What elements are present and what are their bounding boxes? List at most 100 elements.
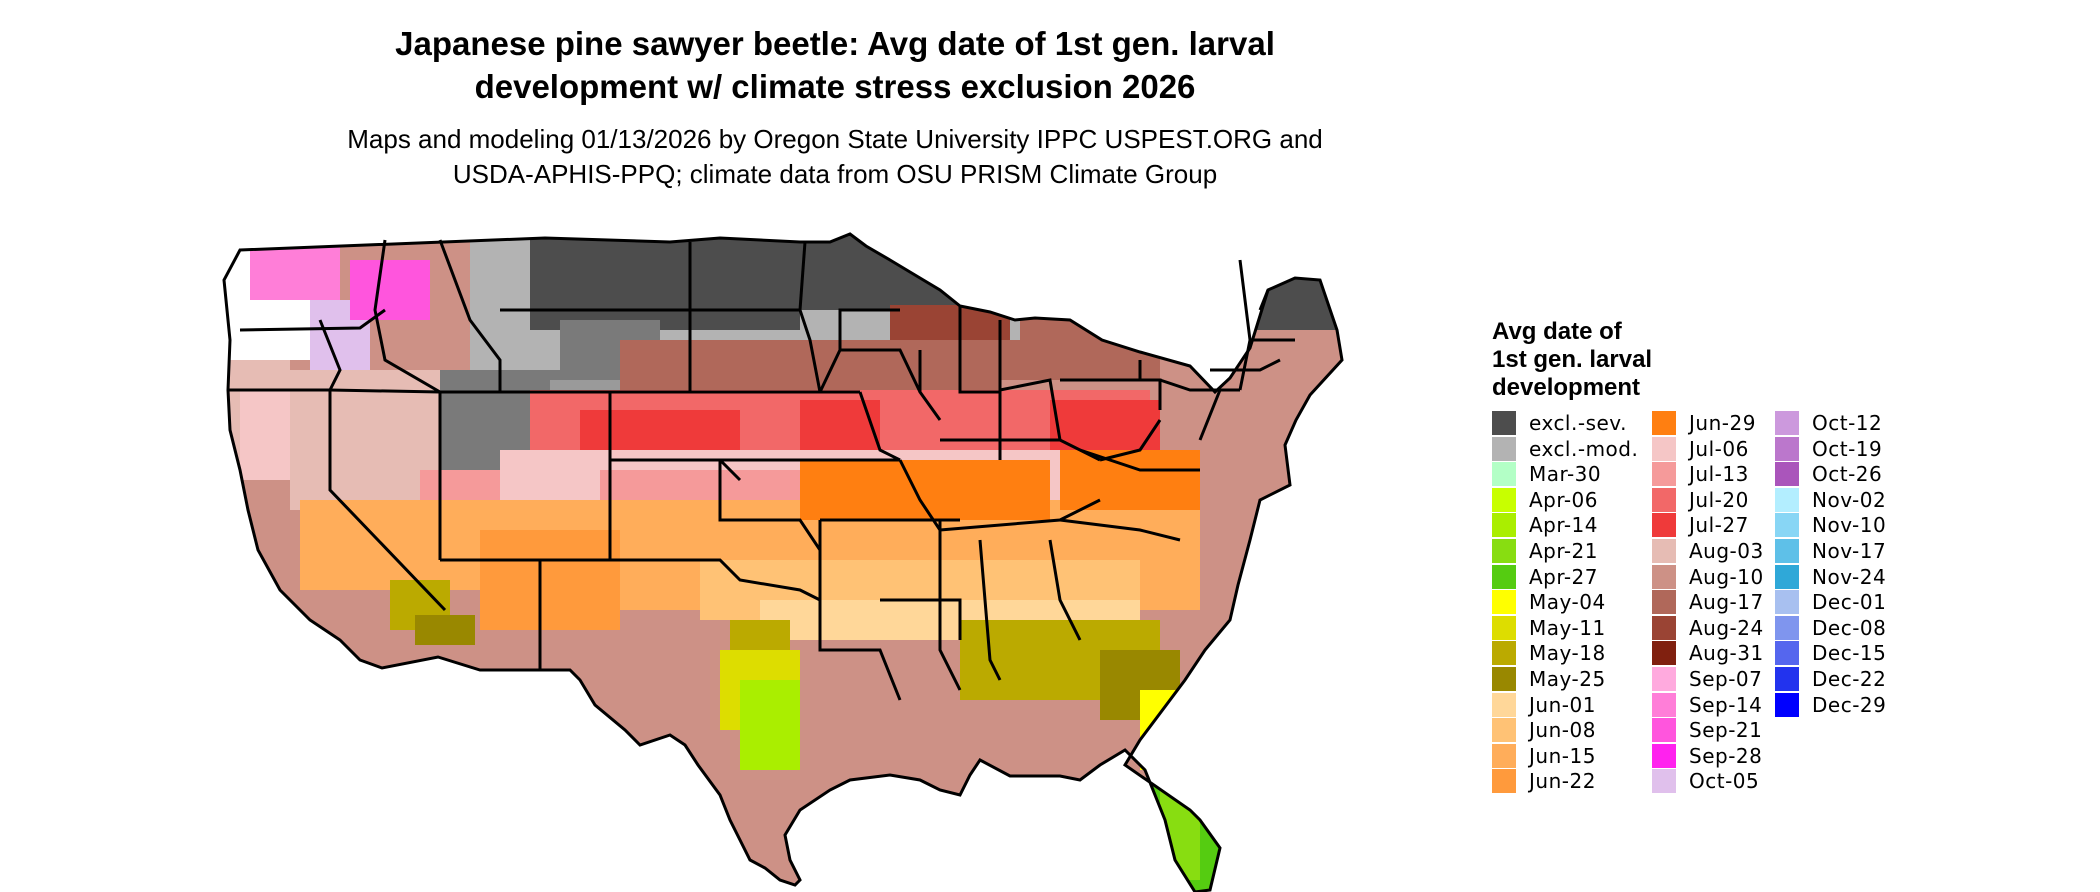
legend-swatch (1775, 487, 1799, 512)
legend-label: Jul-06 (1689, 436, 1749, 461)
legend-item: Aug-31 (1652, 640, 1792, 666)
legend-item: Sep-21 (1652, 717, 1792, 743)
legend-swatch (1775, 641, 1799, 666)
legend-label: excl.-mod. (1529, 436, 1639, 461)
legend-swatch (1775, 538, 1799, 563)
legend-item: Nov-17 (1775, 538, 1915, 564)
legend-label: Apr-27 (1529, 564, 1598, 589)
legend-swatch (1492, 615, 1516, 640)
legend-item: Jul-13 (1652, 461, 1792, 487)
legend-item: Jun-08 (1492, 717, 1632, 743)
legend-label: Jun-01 (1529, 692, 1596, 717)
map-subtitle-line-2: USDA-APHIS-PPQ; climate data from OSU PR… (452, 159, 1218, 189)
legend-label: Sep-14 (1689, 692, 1763, 717)
legend-item: Aug-10 (1652, 564, 1792, 590)
legend-swatch (1652, 769, 1676, 794)
legend-swatch (1492, 666, 1516, 691)
legend-item: Nov-10 (1775, 512, 1915, 538)
legend-item: Oct-26 (1775, 461, 1915, 487)
legend-swatch (1775, 513, 1799, 538)
legend-swatch (1492, 743, 1516, 768)
legend-label: excl.-sev. (1529, 411, 1627, 435)
legend-label: Oct-12 (1812, 411, 1883, 435)
map-subtitle-line-1: Maps and modeling 01/13/2026 by Oregon S… (347, 124, 1323, 154)
legend-swatch (1775, 564, 1799, 589)
legend-swatch (1652, 590, 1676, 615)
legend-item: Nov-02 (1775, 487, 1915, 513)
legend-item: Jul-06 (1652, 436, 1792, 462)
legend-swatch (1652, 436, 1676, 461)
legend-label: Jun-22 (1529, 769, 1596, 794)
legend-swatch (1775, 436, 1799, 461)
legend-item: Jun-29 (1652, 410, 1792, 436)
map-title-line-2: development w/ climate stress exclusion … (474, 68, 1196, 105)
legend-item: Jun-22 (1492, 768, 1632, 794)
legend-item: Oct-12 (1775, 410, 1915, 436)
legend-column: excl.-sev. excl.-mod. Mar-30 Apr-06 Apr-14 Ap… (1492, 410, 1638, 794)
legend-swatch (1492, 513, 1516, 538)
legend-swatch (1652, 411, 1676, 435)
legend-label: Oct-19 (1812, 436, 1883, 461)
us-map (200, 220, 1480, 892)
legend-swatch (1775, 411, 1799, 435)
legend-swatch (1492, 487, 1516, 512)
legend-label: May-11 (1529, 615, 1606, 640)
legend-item: Sep-07 (1652, 666, 1792, 692)
legend-item: Dec-22 (1775, 666, 1915, 692)
legend-item: Apr-21 (1492, 538, 1632, 564)
legend-item: May-25 (1492, 666, 1632, 692)
legend-label: Dec-29 (1812, 692, 1887, 717)
legend-swatch (1492, 411, 1516, 435)
legend-label: Jun-29 (1689, 411, 1756, 435)
legend-label: Aug-03 (1689, 538, 1764, 563)
legend-swatch (1652, 692, 1676, 717)
legend-column: Jun-29 Jul-06 Jul-13 Jul-20 Jul-27 Aug-03 Aug-… (1652, 410, 1792, 794)
legend-label: Oct-26 (1812, 462, 1883, 487)
legend-label: Nov-17 (1812, 538, 1887, 563)
legend-label: Apr-14 (1529, 513, 1598, 538)
legend-item: Dec-08 (1775, 615, 1915, 641)
legend-label: May-04 (1529, 590, 1606, 615)
legend-label: Mar-30 (1529, 462, 1602, 487)
legend-swatch (1652, 513, 1676, 538)
legend-label: Aug-10 (1689, 564, 1764, 589)
legend-label: Oct-05 (1689, 769, 1760, 794)
legend-label: Nov-24 (1812, 564, 1887, 589)
legend-swatch (1775, 615, 1799, 640)
legend-item: Jun-01 (1492, 692, 1632, 718)
legend-swatch (1492, 769, 1516, 794)
legend-swatch (1652, 718, 1676, 743)
legend-label: Jun-15 (1529, 743, 1596, 768)
legend-label: May-25 (1529, 666, 1606, 691)
legend-label: Dec-08 (1812, 615, 1887, 640)
legend-swatch (1652, 641, 1676, 666)
legend-item: Apr-14 (1492, 512, 1632, 538)
legend-label: Dec-01 (1812, 590, 1887, 615)
legend-item: excl.-mod. (1492, 436, 1638, 462)
legend-column: Oct-12 Oct-19 Oct-26 Nov-02 Nov-10 Nov-17 Nov-… (1775, 410, 1915, 717)
legend-swatch (1775, 590, 1799, 615)
legend-item: Sep-28 (1652, 743, 1792, 769)
legend-label: Aug-17 (1689, 590, 1764, 615)
state-boundaries (222, 232, 1344, 892)
legend-title-line-1: Avg date of (1492, 318, 1622, 345)
legend-item: Dec-01 (1775, 589, 1915, 615)
legend-swatch (1652, 462, 1676, 487)
legend-item: May-18 (1492, 640, 1632, 666)
legend-swatch (1775, 462, 1799, 487)
legend-item: Jul-20 (1652, 487, 1792, 513)
legend-label: Sep-21 (1689, 718, 1763, 743)
legend-item: Sep-14 (1652, 692, 1792, 718)
legend-label: Jun-08 (1529, 718, 1596, 743)
legend-swatch (1652, 615, 1676, 640)
legend-item: Aug-24 (1652, 615, 1792, 641)
legend-label: Apr-21 (1529, 538, 1598, 563)
legend-item: May-11 (1492, 615, 1632, 641)
legend-item: Mar-30 (1492, 461, 1632, 487)
legend-label: Nov-02 (1812, 487, 1887, 512)
legend-swatch (1492, 538, 1516, 563)
legend-swatch (1492, 436, 1516, 461)
legend-item: Oct-19 (1775, 436, 1915, 462)
legend-swatch (1492, 718, 1516, 743)
legend-label: Sep-07 (1689, 666, 1763, 691)
